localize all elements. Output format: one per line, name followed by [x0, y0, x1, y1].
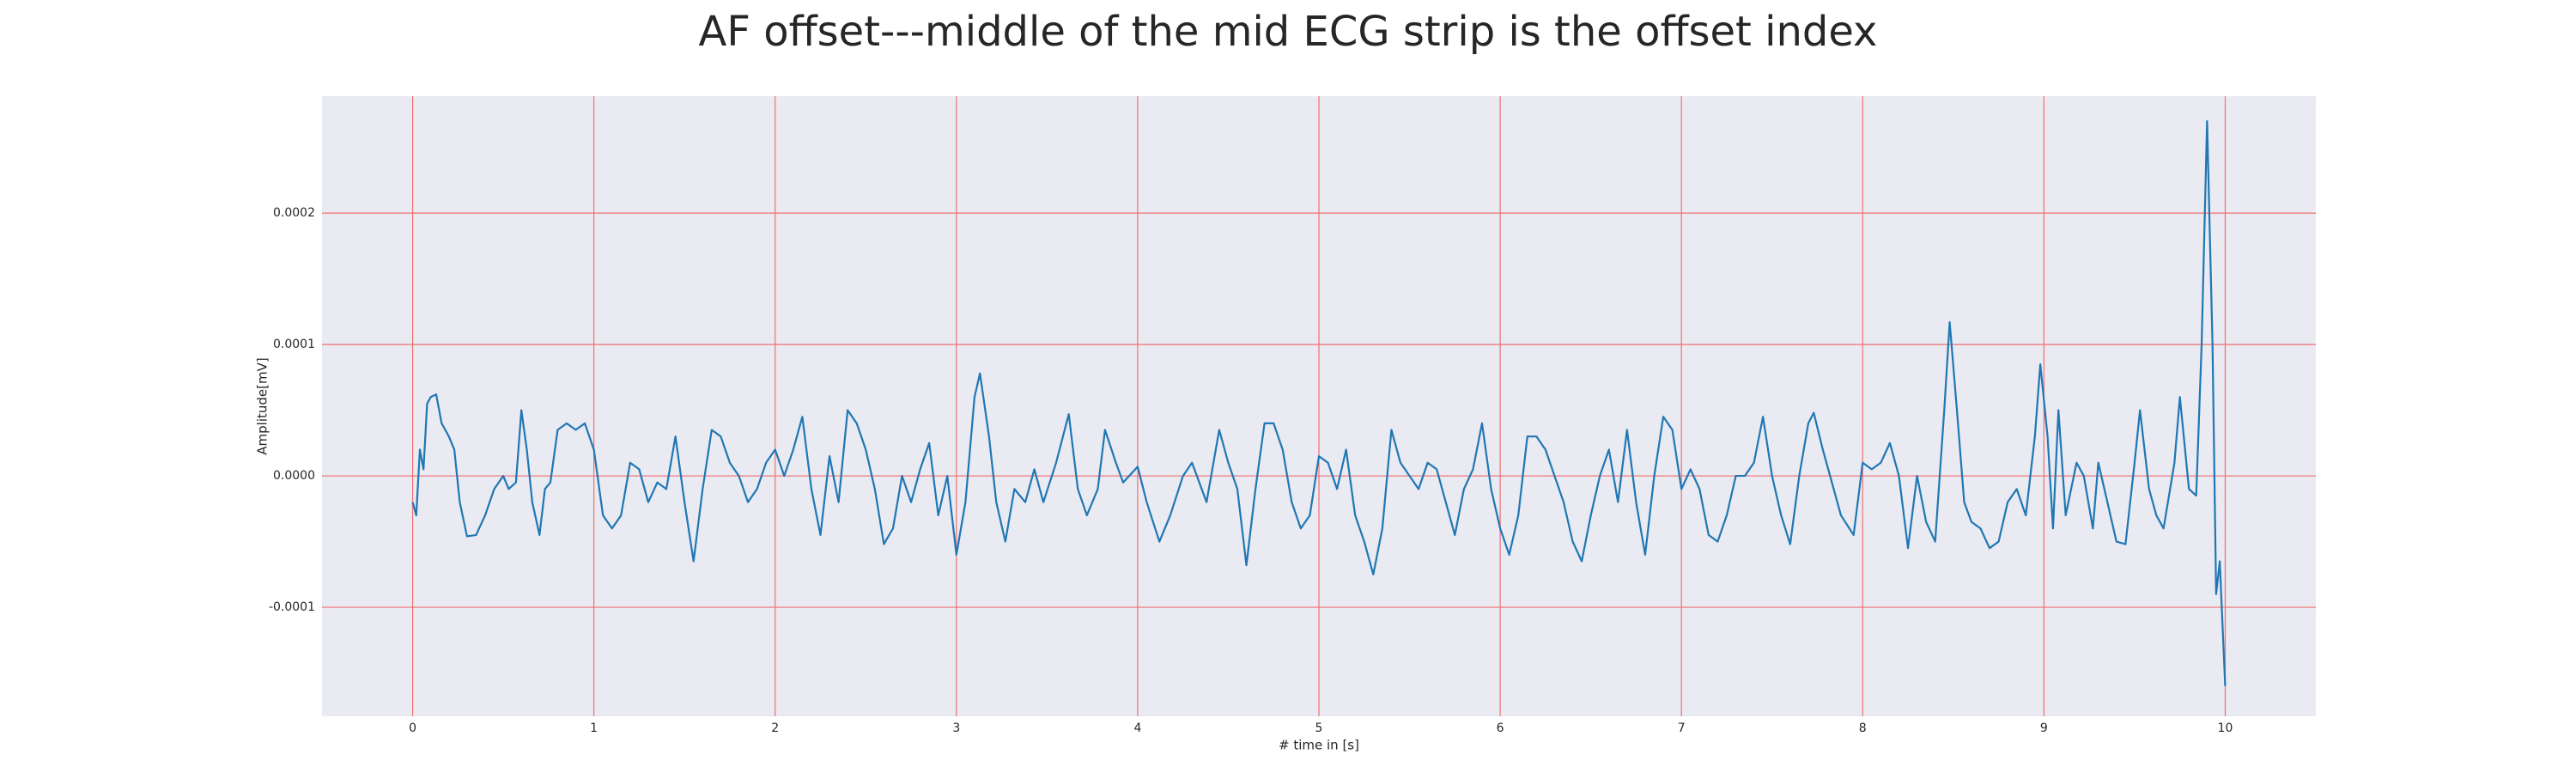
x-tick-label: 9 [2040, 721, 2048, 735]
x-tick-label: 2 [771, 721, 779, 735]
chart-title: AF offset---middle of the mid ECG strip … [699, 8, 1878, 56]
y-tick-label: 0.0001 [273, 338, 315, 351]
y-axis-label: Amplitude[mV] [255, 357, 270, 454]
x-axis-label: # time in [s] [1279, 738, 1359, 753]
y-tick-label: 0.0000 [273, 469, 315, 483]
x-tick-label: 1 [590, 721, 598, 735]
y-tick-label: 0.0002 [273, 206, 315, 220]
ecg-line [411, 119, 2227, 686]
x-tick-label: 4 [1133, 721, 1141, 735]
x-tick-label: 7 [1678, 721, 1686, 735]
x-tick-label: 6 [1497, 721, 1504, 735]
y-tick-label: -0.0001 [269, 600, 315, 614]
x-tick-label: 0 [409, 721, 416, 735]
x-tick-label: 8 [1859, 721, 1867, 735]
x-tick-label: 3 [952, 721, 960, 735]
x-tick-label: 10 [2218, 721, 2233, 735]
x-tick-label: 5 [1315, 721, 1323, 735]
